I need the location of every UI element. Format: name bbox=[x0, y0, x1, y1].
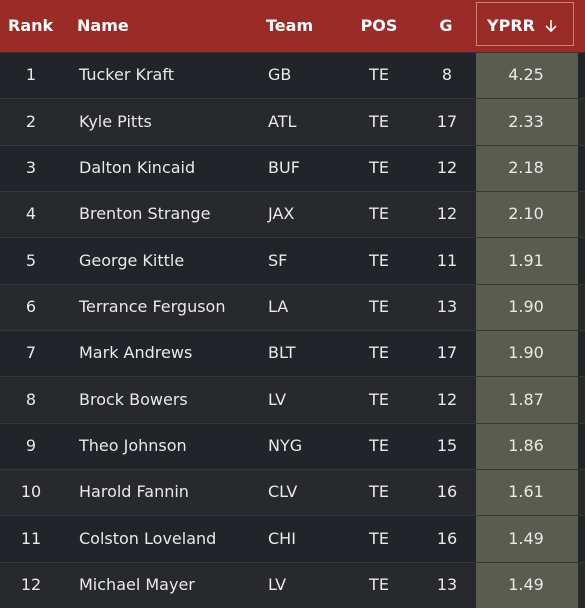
cell-name: Michael Mayer bbox=[79, 574, 195, 594]
cell-rank: 3 bbox=[25, 157, 37, 177]
yprr-highlight bbox=[476, 192, 578, 238]
cell-name: Brock Bowers bbox=[79, 389, 188, 409]
cell-team: BUF bbox=[268, 157, 300, 177]
cell-games: 13 bbox=[436, 296, 458, 316]
cell-games: 11 bbox=[436, 250, 458, 270]
cell-name: Brenton Strange bbox=[79, 204, 211, 224]
cell-pos: TE bbox=[369, 435, 389, 455]
header-name[interactable]: Name bbox=[77, 16, 129, 35]
cell-rank: 8 bbox=[25, 389, 37, 409]
cell-name: Tucker Kraft bbox=[79, 65, 174, 85]
yprr-highlight bbox=[476, 516, 578, 562]
yprr-highlight bbox=[476, 99, 578, 145]
cell-yprr: 1.87 bbox=[508, 389, 544, 409]
cell-yprr: 2.10 bbox=[508, 204, 544, 224]
cell-pos: TE bbox=[369, 65, 389, 85]
cell-yprr: 1.91 bbox=[508, 250, 544, 270]
cell-yprr: 1.61 bbox=[508, 482, 544, 502]
yprr-highlight bbox=[476, 470, 578, 516]
cell-rank: 9 bbox=[25, 435, 37, 455]
header-games[interactable]: G bbox=[439, 16, 453, 35]
cell-pos: TE bbox=[369, 250, 389, 270]
cell-yprr: 2.18 bbox=[508, 157, 544, 177]
cell-team: CHI bbox=[268, 528, 296, 548]
cell-rank: 6 bbox=[25, 296, 37, 316]
yprr-highlight bbox=[476, 284, 578, 330]
cell-pos: TE bbox=[369, 296, 389, 316]
cell-team: LV bbox=[268, 574, 287, 594]
cell-pos: TE bbox=[369, 111, 389, 131]
cell-team: CLV bbox=[268, 482, 298, 502]
yprr-highlight bbox=[476, 331, 578, 377]
cell-pos: TE bbox=[369, 389, 389, 409]
cell-yprr: 4.25 bbox=[508, 65, 544, 85]
cell-games: 13 bbox=[436, 574, 458, 594]
cell-yprr: 1.86 bbox=[508, 435, 544, 455]
yprr-highlight bbox=[476, 145, 578, 191]
cell-games: 12 bbox=[436, 157, 458, 177]
cell-games: 17 bbox=[436, 111, 458, 131]
cell-team: LA bbox=[268, 296, 289, 316]
yprr-highlight bbox=[476, 423, 578, 469]
cell-team: LV bbox=[268, 389, 287, 409]
cell-yprr: 1.90 bbox=[508, 343, 544, 363]
cell-team: NYG bbox=[268, 435, 303, 455]
cell-name: Colston Loveland bbox=[79, 528, 217, 548]
cell-games: 17 bbox=[436, 343, 458, 363]
cell-games: 8 bbox=[441, 65, 453, 85]
header-team[interactable]: Team bbox=[266, 16, 314, 35]
cell-team: SF bbox=[268, 250, 288, 270]
cell-name: Theo Johnson bbox=[79, 435, 187, 455]
yprr-highlight bbox=[476, 562, 578, 608]
cell-rank: 2 bbox=[25, 111, 37, 131]
yprr-highlight bbox=[476, 238, 578, 284]
cell-rank: 4 bbox=[25, 204, 37, 224]
header-row bbox=[0, 0, 585, 52]
cell-pos: TE bbox=[369, 204, 389, 224]
cell-rank: 11 bbox=[20, 528, 42, 548]
cell-games: 16 bbox=[436, 528, 458, 548]
sort-arrow-icon bbox=[545, 20, 557, 33]
yprr-highlight bbox=[476, 377, 578, 423]
yprr-highlight bbox=[476, 53, 578, 99]
header-rank[interactable]: Rank bbox=[8, 16, 54, 35]
cell-games: 15 bbox=[436, 435, 458, 455]
cell-pos: TE bbox=[369, 343, 389, 363]
cell-yprr: 1.90 bbox=[508, 296, 544, 316]
cell-rank: 1 bbox=[25, 65, 37, 85]
cell-team: JAX bbox=[268, 204, 295, 224]
cell-pos: TE bbox=[369, 574, 389, 594]
cell-rank: 12 bbox=[20, 574, 42, 594]
cell-name: Kyle Pitts bbox=[79, 111, 152, 131]
cell-games: 12 bbox=[436, 204, 458, 224]
cell-pos: TE bbox=[369, 482, 389, 502]
cell-pos: TE bbox=[369, 157, 389, 177]
cell-team: ATL bbox=[268, 111, 297, 131]
cell-team: GB bbox=[268, 65, 292, 85]
header-yprr[interactable]: YPRR bbox=[487, 16, 535, 35]
cell-rank: 7 bbox=[25, 343, 37, 363]
cell-name: Mark Andrews bbox=[79, 343, 193, 363]
cell-yprr: 1.49 bbox=[508, 574, 544, 594]
cell-games: 12 bbox=[436, 389, 458, 409]
cell-name: George Kittle bbox=[79, 250, 185, 270]
cell-rank: 10 bbox=[20, 482, 42, 502]
sorted-column-frame bbox=[476, 2, 574, 46]
cell-yprr: 2.33 bbox=[508, 111, 544, 131]
header-pos[interactable]: POS bbox=[360, 16, 398, 35]
cell-rank: 5 bbox=[25, 250, 37, 270]
cell-name: Harold Fannin bbox=[79, 482, 189, 502]
cell-yprr: 1.49 bbox=[508, 528, 544, 548]
cell-pos: TE bbox=[369, 528, 389, 548]
cell-name: Terrance Ferguson bbox=[79, 296, 226, 316]
cell-name: Dalton Kincaid bbox=[79, 157, 196, 177]
cell-team: BLT bbox=[268, 343, 296, 363]
cell-games: 16 bbox=[436, 482, 458, 502]
